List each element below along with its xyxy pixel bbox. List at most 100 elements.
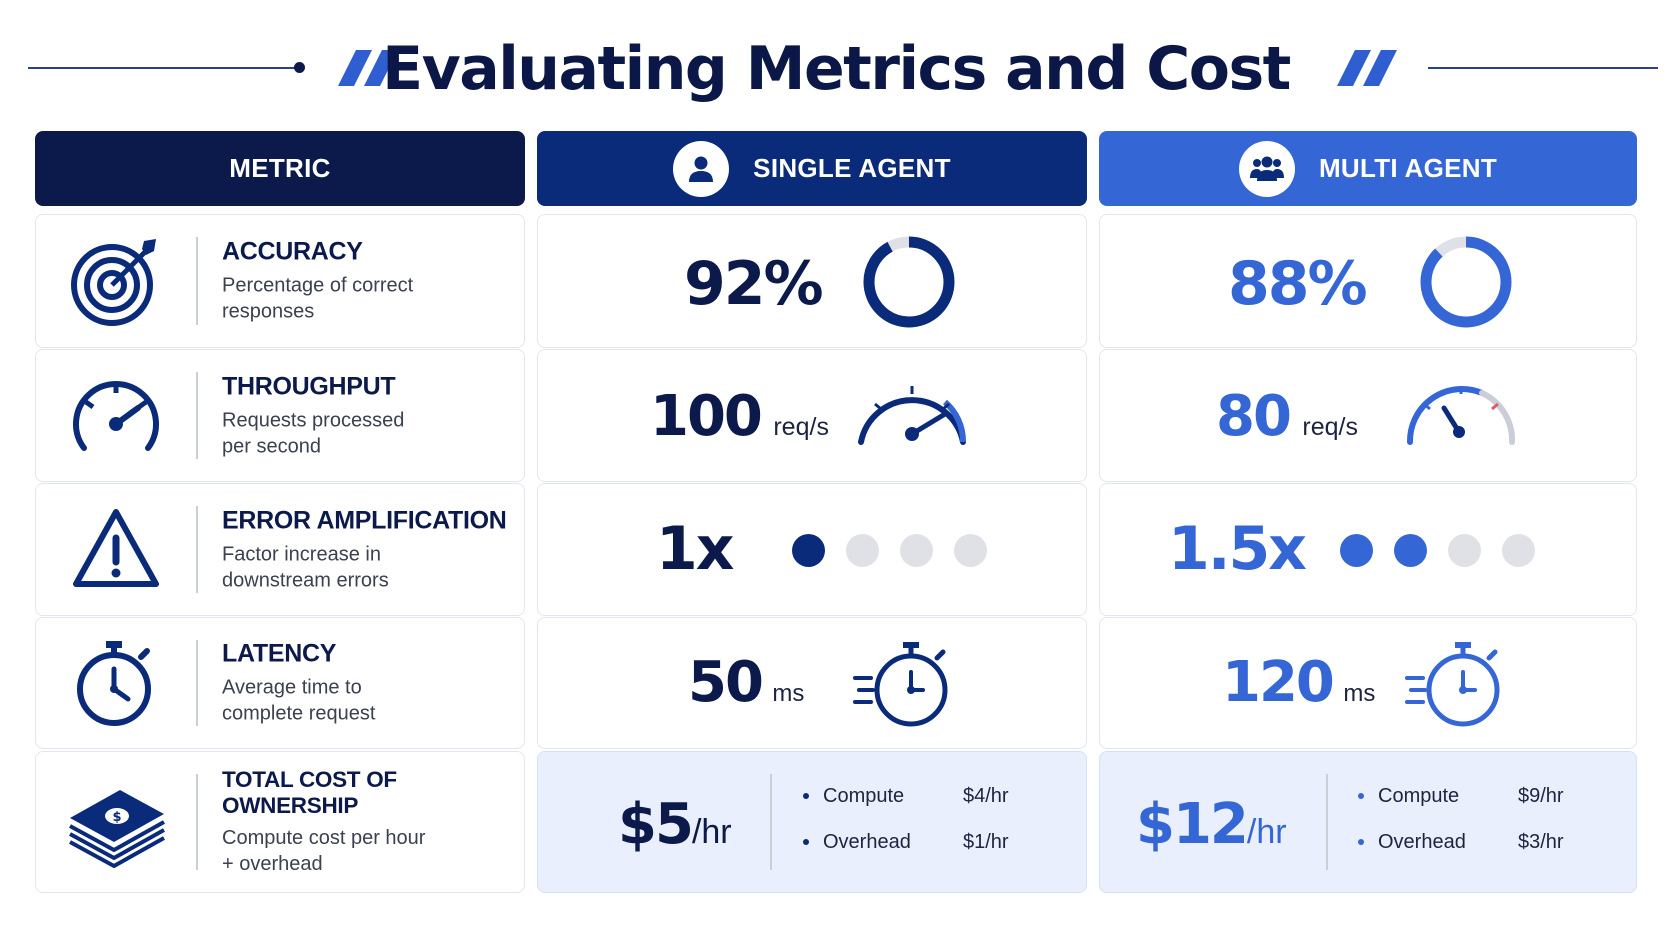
single-latency-value: 50 bbox=[688, 650, 764, 715]
single-error-value: 1x bbox=[656, 514, 734, 584]
error-level-dot bbox=[792, 534, 825, 567]
cost-item-value: $4/hr bbox=[963, 785, 1009, 807]
error-level-dot bbox=[1502, 534, 1535, 567]
bullet bbox=[803, 793, 809, 799]
throughput-desc-line-1: Requests processed bbox=[222, 409, 405, 431]
cost-desc-line-1: Compute cost per hour bbox=[222, 827, 426, 849]
accuracy-desc-line-1: Percentage of correct bbox=[222, 274, 414, 297]
multi-latency-value: 120 bbox=[1222, 650, 1335, 715]
single-accuracy-cell: 92% bbox=[537, 214, 1087, 348]
throughput-metric-cell: THROUGHPUT Requests processed per second bbox=[35, 349, 525, 482]
double-slash-icon bbox=[338, 50, 398, 86]
single-cost-cell: $5/hr Compute $4/hr Overhead $1/hr bbox=[537, 751, 1087, 893]
title-row: Evaluating Metrics and Cost bbox=[0, 28, 1672, 108]
title-divider-dot bbox=[294, 62, 305, 73]
multi-throughput-value: 80 bbox=[1216, 384, 1292, 449]
single-latency-unit: ms bbox=[772, 680, 805, 707]
multi-throughput-gauge bbox=[1406, 386, 1516, 445]
single-throughput-value: 100 bbox=[650, 384, 763, 449]
multi-agent-column-header: MULTI AGENT bbox=[1099, 131, 1637, 206]
cost-desc-line-2: + overhead bbox=[222, 853, 323, 875]
fast-stopwatch-icon bbox=[1405, 642, 1500, 727]
error-level-dot bbox=[954, 534, 987, 567]
latency-title: LATENCY bbox=[222, 639, 337, 668]
cost-breakdown-item: Compute $4/hr bbox=[803, 773, 1043, 819]
target-icon bbox=[71, 239, 156, 326]
accuracy-metric-cell: ACCURACY Percentage of correct responses bbox=[35, 214, 525, 348]
multi-cost-cell: $12/hr Compute $9/hr Overhead $3/hr bbox=[1099, 751, 1637, 893]
page-title: Evaluating Metrics and Cost bbox=[382, 34, 1291, 104]
single-error-cell: 1x bbox=[537, 483, 1087, 616]
single-accuracy-value: 92% bbox=[684, 249, 824, 319]
title-divider-right bbox=[1428, 67, 1658, 69]
cost-separator bbox=[770, 774, 772, 870]
error-level-dot bbox=[1448, 534, 1481, 567]
cost-item-label: Compute bbox=[823, 785, 905, 807]
cost-item-value: $3/hr bbox=[1518, 831, 1564, 853]
error-amplification-desc-line-2: downstream errors bbox=[222, 569, 389, 591]
metric-separator bbox=[196, 506, 198, 593]
svg-text:$: $ bbox=[112, 810, 121, 825]
cost-item-value: $1/hr bbox=[963, 831, 1009, 853]
multi-accuracy-value: 88% bbox=[1228, 249, 1368, 319]
latency-metric-cell: LATENCY Average time to complete request bbox=[35, 617, 525, 749]
title-divider-left bbox=[28, 67, 298, 69]
bullet bbox=[803, 839, 809, 845]
cost-title: TOTAL COST OF OWNERSHIP bbox=[222, 767, 397, 818]
cost-item-value: $9/hr bbox=[1518, 785, 1564, 807]
cost-breakdown-item: Compute $9/hr bbox=[1358, 773, 1598, 819]
error-level-dot bbox=[1394, 534, 1427, 567]
single-cost-unit: /hr bbox=[691, 813, 732, 851]
multi-cost-unit: /hr bbox=[1246, 813, 1287, 851]
cost-metric-cell: $ TOTAL COST OF OWNERSHIP Compute cost p… bbox=[35, 751, 525, 893]
single-throughput-gauge bbox=[858, 386, 967, 445]
multi-agent-header-label: MULTI AGENT bbox=[1318, 153, 1498, 183]
single-accuracy-ring bbox=[863, 236, 955, 328]
error-amplification-desc-line-1: Factor increase in bbox=[222, 543, 381, 565]
multi-throughput-cell: 80 req/s bbox=[1099, 349, 1637, 482]
throughput-desc-line-2: per second bbox=[222, 435, 321, 457]
metric-separator bbox=[196, 640, 198, 726]
metric-separator bbox=[196, 237, 198, 325]
error-level-dot bbox=[1340, 534, 1373, 567]
multi-error-value: 1.5x bbox=[1168, 514, 1307, 584]
cost-item-label: Compute bbox=[1378, 785, 1460, 807]
single-throughput-unit: req/s bbox=[773, 413, 829, 441]
cost-breakdown-item: Overhead $1/hr bbox=[803, 819, 1043, 865]
users-icon bbox=[1238, 140, 1295, 197]
single-agent-column-header: SINGLE AGENT bbox=[537, 131, 1087, 206]
multi-error-dots bbox=[1340, 534, 1535, 567]
user-icon bbox=[673, 140, 730, 197]
multi-accuracy-ring-fill bbox=[1420, 236, 1512, 328]
multi-accuracy-cell: 88% bbox=[1099, 214, 1637, 348]
speedometer-icon bbox=[73, 380, 159, 451]
error-level-dot bbox=[900, 534, 933, 567]
single-cost-value: $5 bbox=[618, 792, 694, 857]
cost-item-label: Overhead bbox=[823, 831, 911, 853]
accuracy-desc-line-2: responses bbox=[222, 300, 315, 323]
multi-throughput-unit: req/s bbox=[1302, 413, 1358, 441]
error-level-dot bbox=[846, 534, 879, 567]
multi-accuracy-ring bbox=[1420, 236, 1512, 328]
single-throughput-cell: 100 req/s bbox=[537, 349, 1087, 482]
metric-column-header: METRIC bbox=[35, 131, 525, 206]
multi-error-cell: 1.5x bbox=[1099, 483, 1637, 616]
cost-item-label: Overhead bbox=[1378, 831, 1466, 853]
double-slash-icon bbox=[1337, 50, 1397, 86]
money-stack-icon: $ bbox=[69, 790, 165, 868]
bullet bbox=[1358, 839, 1364, 845]
warning-icon bbox=[73, 508, 159, 587]
cost-separator bbox=[1326, 774, 1328, 870]
error-amplification-title: ERROR AMPLIFICATION bbox=[222, 506, 507, 534]
accuracy-title: ACCURACY bbox=[222, 237, 363, 266]
metric-separator bbox=[196, 372, 198, 459]
multi-cost-breakdown: Compute $9/hr Overhead $3/hr bbox=[1358, 773, 1598, 865]
latency-desc-line-2: complete request bbox=[222, 702, 376, 725]
multi-latency-cell: 120 ms bbox=[1099, 617, 1637, 749]
throughput-title: THROUGHPUT bbox=[222, 372, 396, 400]
single-error-dots bbox=[792, 534, 987, 567]
multi-cost-value: $12 bbox=[1136, 792, 1249, 857]
stopwatch-icon bbox=[77, 641, 151, 726]
cost-breakdown-item: Overhead $3/hr bbox=[1358, 819, 1598, 865]
latency-desc-line-1: Average time to bbox=[222, 676, 362, 699]
